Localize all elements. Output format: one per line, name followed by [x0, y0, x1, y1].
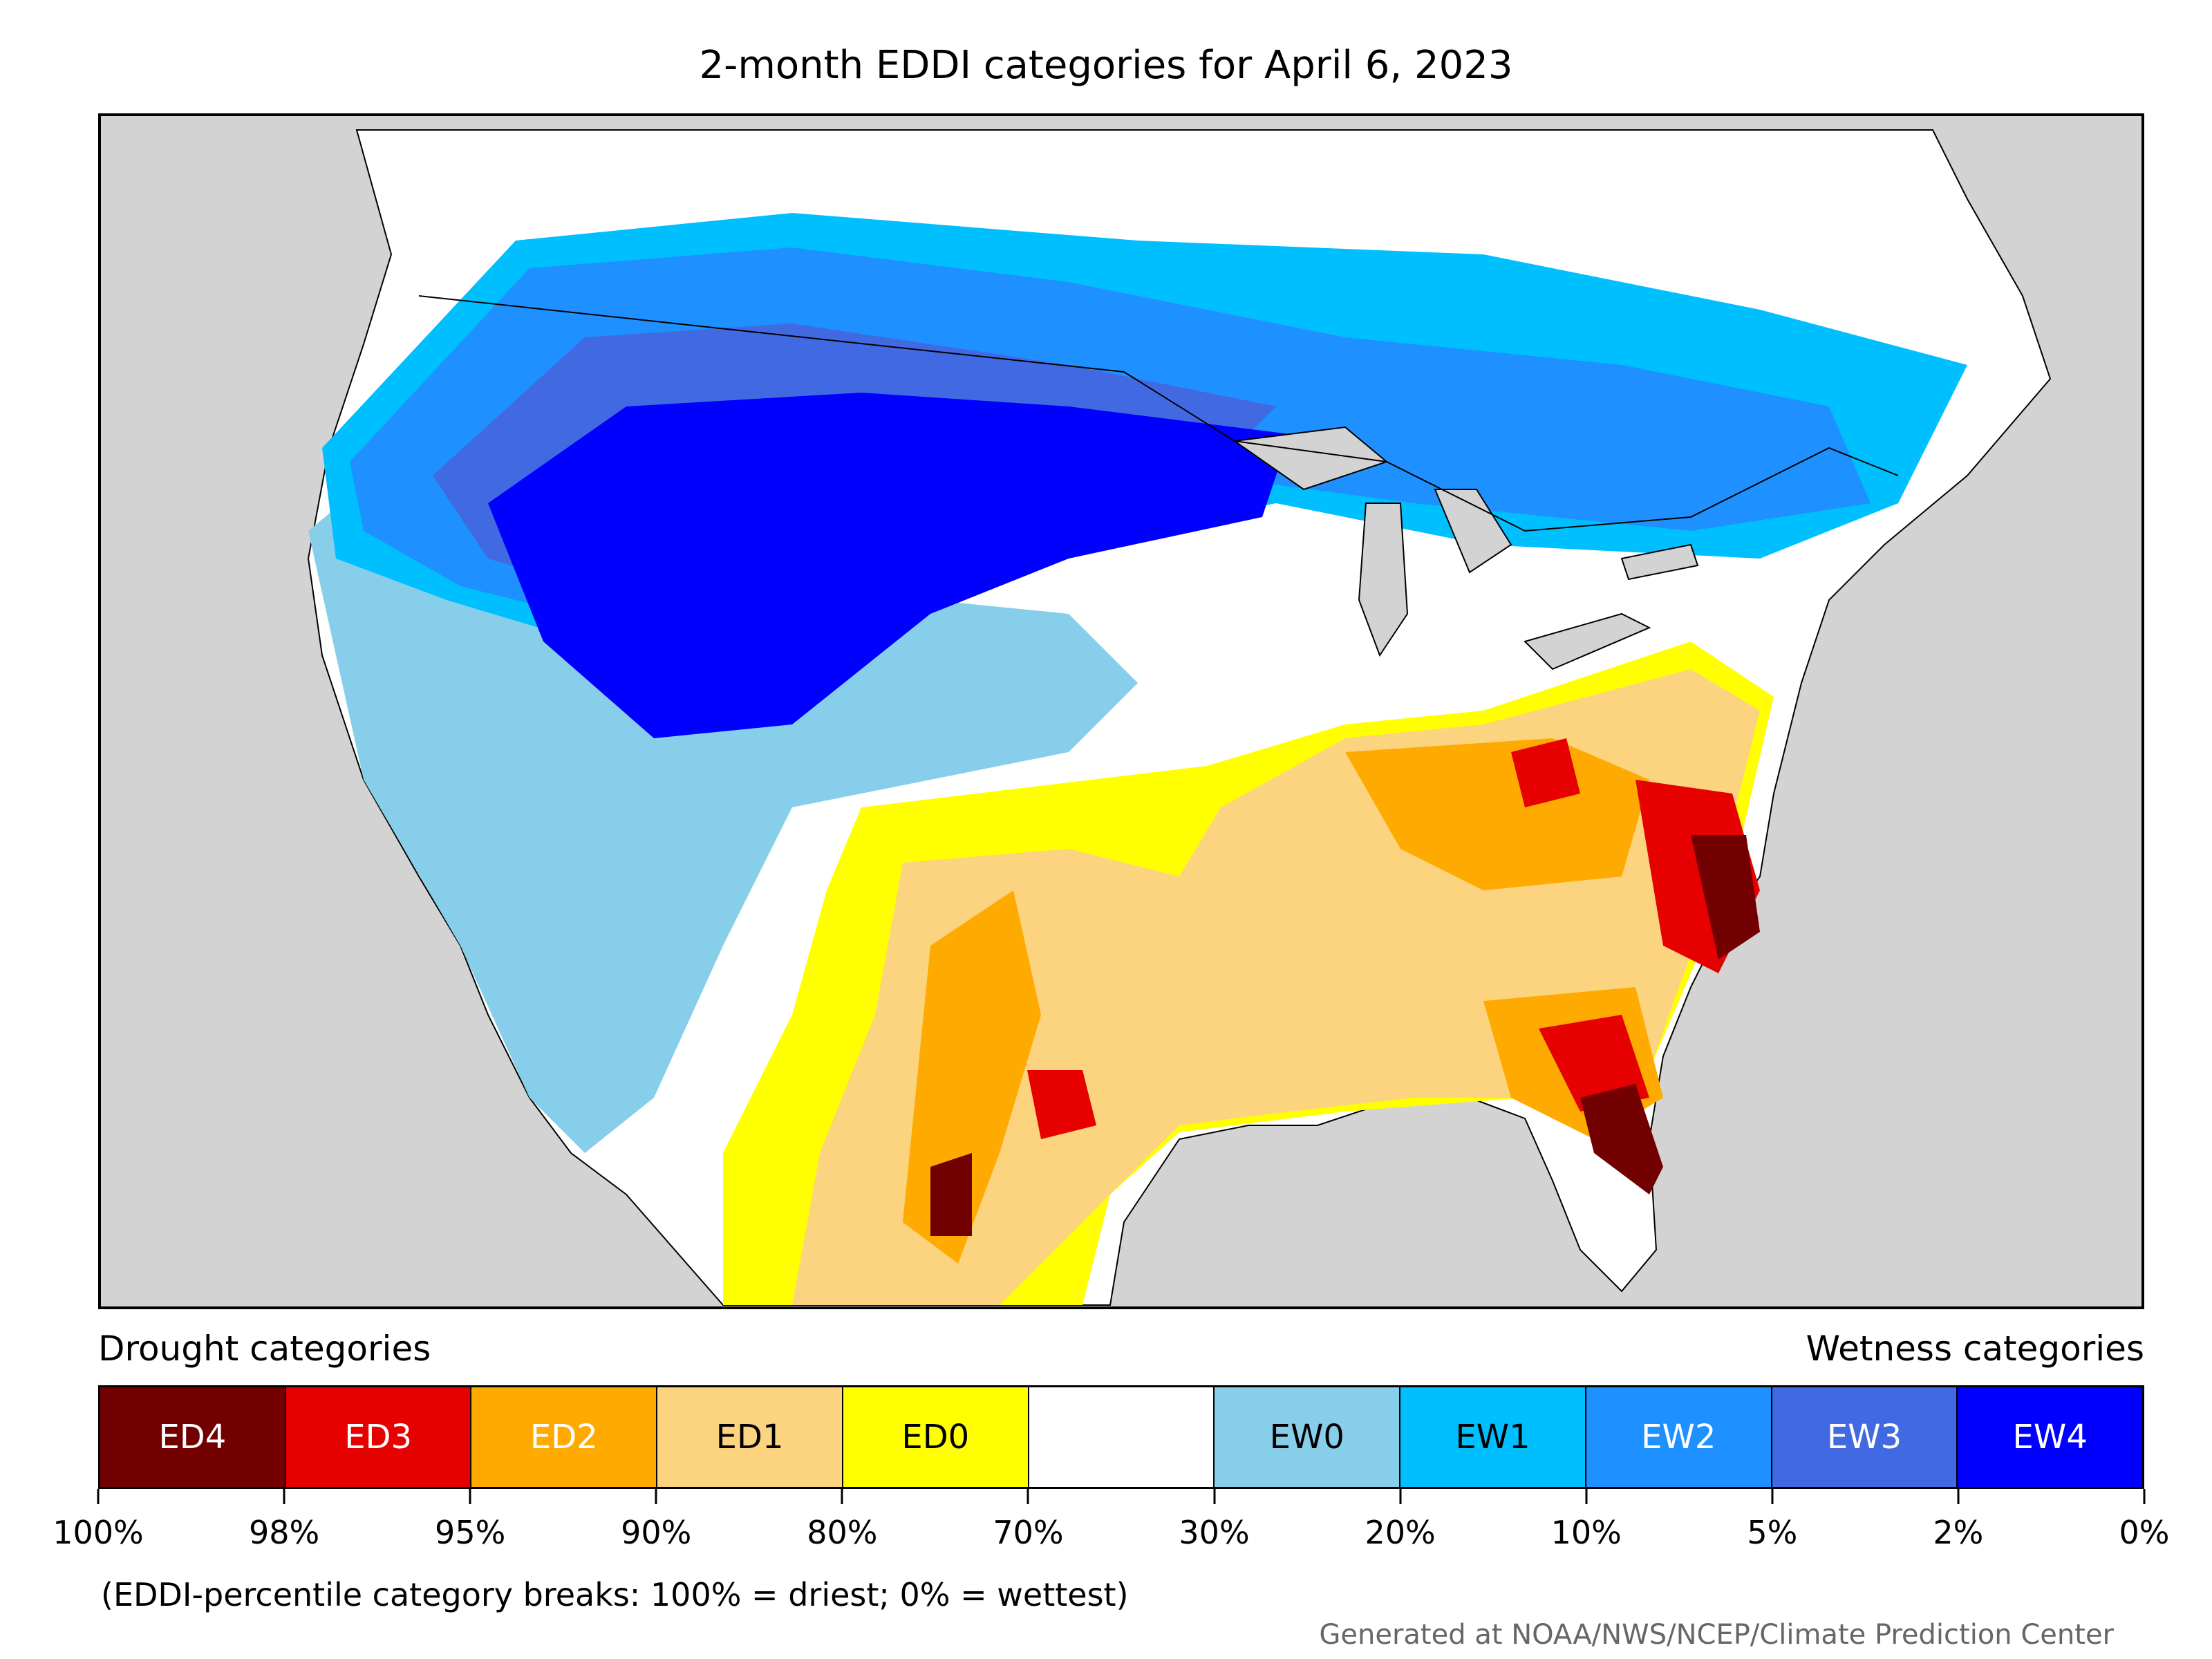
colorbar-tick-label: 20% — [1365, 1514, 1436, 1551]
drought-region-ed3 — [1027, 738, 1760, 1139]
colorbar-cell-ed0: ED0 — [843, 1387, 1029, 1487]
colorbar-cell-ed4: ED4 — [100, 1387, 286, 1487]
colorbar-tick-label: 80% — [807, 1514, 878, 1551]
wetness-categories-label: Wetness categories — [1806, 1329, 2144, 1369]
canada-border — [418, 295, 1899, 532]
drought-region-ed2 — [903, 738, 1663, 1264]
drought-categories-label: Drought categories — [98, 1329, 431, 1369]
colorbar-tick-label: 5% — [1747, 1514, 1798, 1551]
colorbar-cell-ew4: EW4 — [1958, 1387, 2143, 1487]
colorbar-tick — [1027, 1489, 1029, 1504]
colorbar-tick-label: 2% — [1933, 1514, 1984, 1551]
eddi-map — [98, 113, 2144, 1309]
colorbar-tick — [469, 1489, 471, 1504]
colorbar-cell-ew2: EW2 — [1586, 1387, 1772, 1487]
colorbar-tick — [1771, 1489, 1774, 1504]
category-breaks-note: (EDDI-percentile category breaks: 100% =… — [101, 1576, 1129, 1613]
category-colorbar: ED4 ED3 ED2 ED1 ED0 EW0 EW1 EW2 EW3 EW4 — [98, 1385, 2144, 1489]
colorbar-tick — [1399, 1489, 1402, 1504]
colorbar-tick — [1957, 1489, 1960, 1504]
colorbar-cell-ed3: ED3 — [285, 1387, 472, 1487]
colorbar-tick — [841, 1489, 843, 1504]
source-credit: Generated at NOAA/NWS/NCEP/Climate Predi… — [1319, 1619, 2114, 1651]
colorbar-tick-labels: 100% 98% 95% 90% 80% 70% 30% 20% 10% 5% 2% 0% — [53, 1514, 2169, 1555]
colorbar-tick — [283, 1489, 285, 1504]
colorbar-tick-label: 100% — [53, 1514, 144, 1551]
colorbar-tick — [1213, 1489, 1216, 1504]
colorbar-tick — [1585, 1489, 1588, 1504]
colorbar-tick — [97, 1489, 100, 1504]
colorbar-cell-ed2: ED2 — [471, 1387, 658, 1487]
colorbar-cell-ew1: EW1 — [1400, 1387, 1586, 1487]
colorbar-tick-label: 95% — [435, 1514, 506, 1551]
colorbar-tick-label: 10% — [1550, 1514, 1622, 1551]
colorbar-tick-label: 30% — [1179, 1514, 1250, 1551]
map-svg — [307, 129, 2052, 1306]
colorbar-tick-label: 98% — [248, 1514, 320, 1551]
colorbar-cell-ew0: EW0 — [1215, 1387, 1401, 1487]
colorbar-tick-label: 70% — [993, 1514, 1064, 1551]
colorbar-tick — [655, 1489, 657, 1504]
colorbar-cell-ed1: ED1 — [657, 1387, 843, 1487]
wet-region-ew4 — [488, 393, 1290, 738]
chart-title: 2-month EDDI categories for April 6, 202… — [699, 43, 1513, 88]
colorbar-ticks — [97, 1489, 2146, 1506]
colorbar-cell-normal — [1029, 1387, 1215, 1487]
colorbar-cell-ew3: EW3 — [1772, 1387, 1958, 1487]
colorbar-tick-label: 0% — [2119, 1514, 2170, 1551]
wet-region-ew0 — [308, 462, 1138, 1153]
colorbar-tick — [2143, 1489, 2146, 1504]
colorbar-tick-label: 90% — [621, 1514, 692, 1551]
